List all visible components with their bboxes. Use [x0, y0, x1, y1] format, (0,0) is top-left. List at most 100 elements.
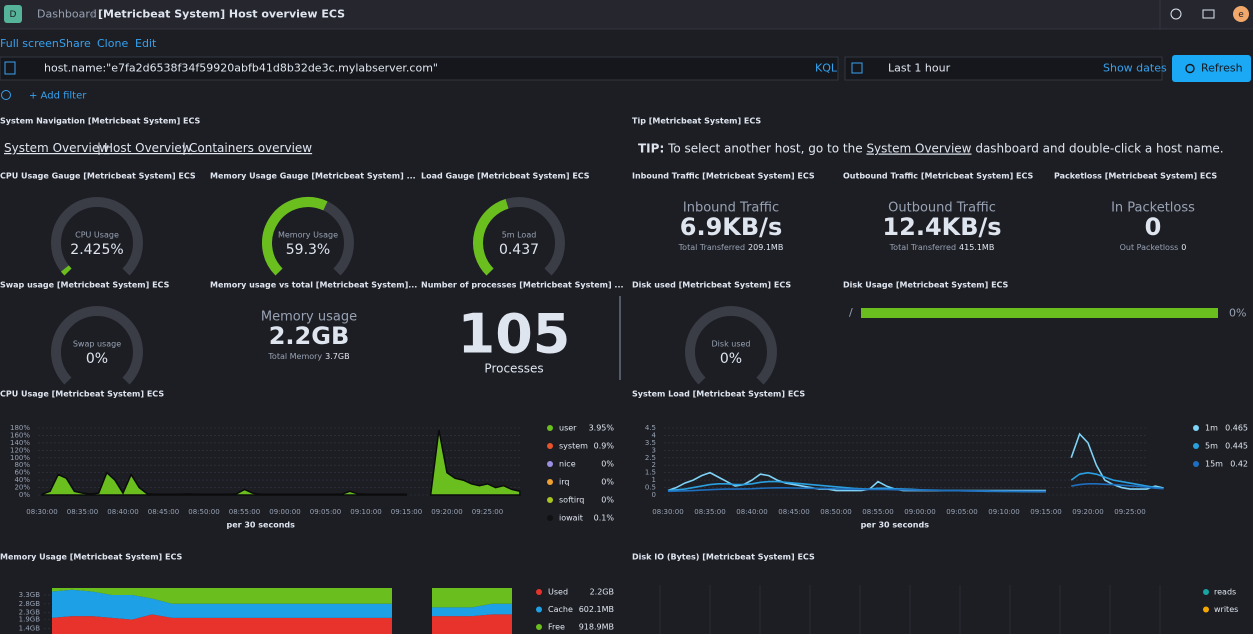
gauge-value: 0.437	[499, 242, 539, 258]
legend-dot[interactable]	[1193, 443, 1199, 449]
calendar-icon[interactable]	[851, 62, 863, 74]
load-line	[1071, 483, 1164, 490]
legend-dot[interactable]	[547, 425, 553, 431]
legend-dot[interactable]	[547, 443, 553, 449]
metric-sub-label: Total Transferred	[889, 243, 956, 252]
legend-dot[interactable]	[1193, 461, 1199, 467]
gauge-fill	[262, 197, 328, 276]
legend-value: 0%	[601, 478, 614, 487]
legend-dot[interactable]	[547, 479, 553, 485]
metric-label: Outbound Traffic	[888, 201, 996, 216]
memory-area	[52, 589, 392, 620]
legend-name[interactable]: Free	[548, 623, 565, 632]
disk-mount: /	[849, 306, 853, 319]
legend-value: 0%	[601, 460, 614, 469]
action-share[interactable]: Share	[59, 37, 91, 50]
process-count: 105	[458, 303, 571, 366]
mail-icon[interactable]	[1202, 9, 1215, 19]
x-tick-label: 08:30:00	[26, 508, 57, 516]
legend-value: 0.445	[1225, 442, 1248, 451]
avatar[interactable]	[1233, 6, 1249, 22]
load-line	[1070, 471, 1164, 490]
legend-value: 0.465	[1225, 424, 1248, 433]
legend-name[interactable]: 5m	[1205, 442, 1218, 451]
legend-name[interactable]: writes	[1214, 605, 1238, 614]
show-dates[interactable]: Show dates	[1103, 62, 1167, 75]
header-bar	[0, 0, 1253, 29]
y-tick-label: 4	[652, 431, 657, 439]
legend-name[interactable]: Used	[548, 588, 568, 597]
legend-name[interactable]: reads	[1214, 588, 1236, 597]
legend-value: 0%	[601, 496, 614, 505]
metric-label: Inbound Traffic	[683, 201, 779, 216]
legend-dot[interactable]	[547, 497, 553, 503]
gauge-value: 0%	[86, 351, 108, 367]
date-picker[interactable]	[844, 56, 1163, 81]
gauge-label: Swap usage	[73, 340, 121, 349]
memory-area	[432, 588, 512, 608]
legend-name[interactable]: Cache	[548, 605, 573, 614]
legend-value: 3.95%	[589, 424, 615, 433]
legend-name[interactable]: irq	[559, 478, 569, 487]
x-tick-label: 09:15:00	[391, 508, 422, 516]
y-tick-label: 120%	[10, 446, 30, 454]
legend-name[interactable]: user	[559, 424, 577, 433]
y-tick-label: 4.5	[645, 424, 656, 432]
legend-name[interactable]: 1m	[1205, 424, 1218, 433]
refresh-button[interactable]	[1172, 55, 1251, 82]
legend-dot[interactable]	[547, 515, 553, 521]
memory-area	[432, 603, 512, 617]
x-tick-label: 09:10:00	[988, 508, 1019, 516]
action-clone[interactable]: Clone	[97, 37, 128, 50]
metric-value: 0	[1145, 213, 1162, 241]
metric-sub-value: 209.1MB	[748, 243, 783, 252]
legend-dot[interactable]	[1193, 425, 1199, 431]
y-tick-label: 0.5	[645, 484, 656, 492]
legend-dot[interactable]	[547, 461, 553, 467]
add-filter[interactable]: + Add filter	[29, 91, 87, 102]
x-axis-label: per 30 seconds	[861, 521, 930, 530]
logo[interactable]	[4, 5, 22, 23]
load-line	[1070, 432, 1164, 490]
y-tick-label: 0	[652, 491, 656, 499]
query-language[interactable]: KQL	[815, 62, 838, 75]
help-icon[interactable]	[1170, 8, 1182, 20]
page-title: [Metricbeat System] Host overview ECS	[98, 8, 345, 21]
legend-dot[interactable]	[1203, 606, 1209, 613]
metric-sub-value: 0	[1181, 243, 1186, 252]
legend-dot[interactable]	[536, 606, 542, 613]
nav-link[interactable]: Containers overview	[189, 141, 312, 155]
legend-name[interactable]: iowait	[559, 514, 583, 523]
legend-name[interactable]: nice	[559, 460, 576, 469]
x-tick-label: 09:00:00	[904, 508, 935, 516]
nav-link[interactable]: Host Overview	[104, 141, 192, 155]
panel-title: Outbound Traffic [Metricbeat System] ECS	[843, 172, 1034, 181]
legend-name[interactable]: softirq	[559, 496, 584, 505]
query-menu-icon[interactable]	[4, 61, 16, 75]
metric-sub: Total Transferred 415.1MB	[889, 243, 995, 252]
gauge-fill	[473, 199, 509, 276]
legend-name[interactable]: system	[559, 442, 588, 451]
y-tick-label: 2.3GB	[19, 609, 41, 617]
nav-link[interactable]: System Overview	[4, 141, 109, 155]
gauge-fill	[60, 265, 72, 276]
refresh-label: Refresh	[1201, 62, 1243, 75]
tip-link[interactable]: System Overview	[866, 141, 971, 155]
x-tick-label: 08:35:00	[67, 508, 98, 516]
filter-icon[interactable]	[1, 90, 11, 100]
action-full-screen[interactable]: Full screen	[0, 37, 59, 50]
legend-dot[interactable]	[536, 624, 542, 630]
legend-name[interactable]: 15m	[1205, 460, 1223, 469]
x-tick-label: 09:05:00	[310, 508, 341, 516]
query-input[interactable]	[0, 56, 839, 81]
action-edit[interactable]: Edit	[135, 37, 157, 50]
refresh-icon	[1185, 63, 1195, 74]
legend-dot[interactable]	[536, 589, 542, 595]
legend-dot[interactable]	[1203, 589, 1209, 595]
x-tick-label: 09:05:00	[946, 508, 977, 516]
tip-after: dashboard and double-click a host name.	[975, 141, 1223, 155]
breadcrumb[interactable]: Dashboard	[37, 8, 97, 21]
x-tick-label: 08:30:00	[652, 508, 683, 516]
metric-sub: Total Memory	[267, 352, 322, 361]
y-tick-label: 1.4GB	[19, 624, 41, 632]
